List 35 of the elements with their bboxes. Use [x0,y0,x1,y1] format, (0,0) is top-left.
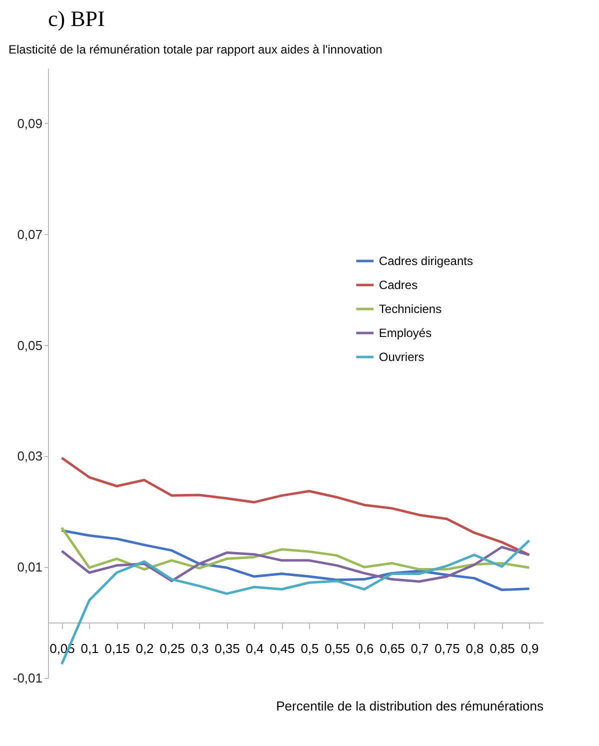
x-tick-label: 0,1 [80,641,99,656]
x-tick-label: 0,45 [270,641,295,656]
legend-label: Cadres dirigeants [378,254,473,268]
x-tick-label: 0,2 [136,641,154,656]
y-tick-label: 0,09 [17,116,42,131]
y-tick-label: 0,07 [17,226,42,242]
x-tick-label: 0,75 [434,641,460,656]
legend-label: Employés [378,326,432,340]
line-series [60,546,530,583]
line-series [60,526,530,571]
x-tick-label: 0,15 [104,641,130,656]
x-tick-label: 0,5 [300,641,319,656]
y-tick-label: 0,01 [17,560,42,575]
legend-label: Cadres [378,278,418,292]
x-tick-label: 0,25 [160,641,185,656]
x-tick-label: 0,35 [214,641,240,656]
y-tick-label: 0,03 [17,448,42,464]
x-tick-label: 0,85 [490,641,515,656]
y-tick-label: 0,05 [17,338,42,353]
x-tick-label: 0,6 [356,641,374,656]
x-axis-title: Percentile de la distribution des rémunérations [276,698,544,714]
x-tick-label: 0,55 [324,641,350,656]
legend-label: Techniciens [378,302,442,316]
x-tick-label: 0,3 [190,641,209,656]
x-tick-label: 0,9 [520,641,539,656]
x-tick-label: 0,65 [380,641,405,656]
y-axis-title: Elasticité de la rémunération totale par rapport aux aides à l'innovation [8,42,382,56]
line-series [60,456,530,556]
x-tick-label: 0,4 [246,641,264,656]
x-tick-label: 0,8 [466,641,484,656]
x-tick-label: 0,7 [410,641,429,656]
legend-label: Ouvriers [378,350,424,364]
y-tick-label: -0,01 [12,670,42,686]
line-series [60,529,530,592]
chart-title: c) BPI [48,6,105,31]
